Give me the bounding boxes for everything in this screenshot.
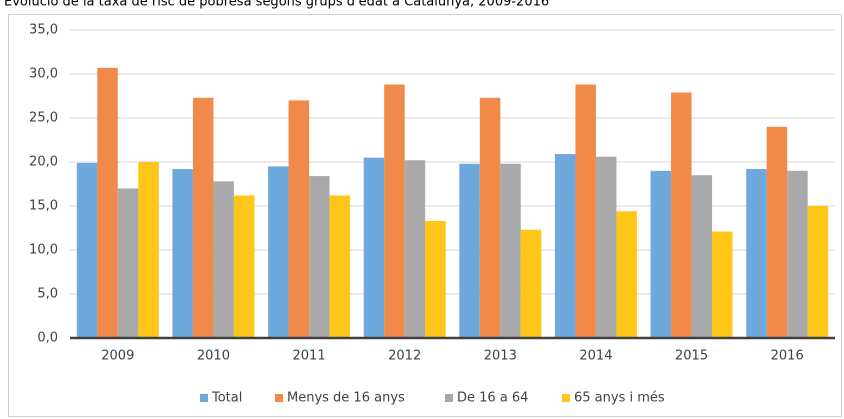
bar [97, 67, 118, 338]
legend-swatch [200, 394, 208, 402]
legend-label: 65 anys i més [574, 391, 665, 406]
bar [117, 188, 139, 338]
legend-label: Total [211, 391, 242, 406]
chart-title: Evolució de la taxa de risc de pobresa s… [4, 0, 549, 10]
x-tick-label: 2015 [675, 349, 708, 364]
bar [500, 163, 521, 338]
legend-label: Menys de 16 anys [287, 391, 405, 406]
bar [363, 157, 385, 338]
y-tick-label: 5,0 [37, 287, 58, 302]
bar [459, 163, 480, 338]
bar [233, 195, 255, 338]
bar [671, 92, 692, 338]
bar [712, 231, 733, 338]
bar [595, 156, 617, 338]
y-tick-label: 20,0 [29, 155, 58, 170]
bar [425, 220, 446, 338]
y-tick-label: 10,0 [29, 243, 58, 258]
x-tick-label: 2009 [101, 349, 134, 364]
bar [192, 97, 214, 338]
bar [520, 229, 542, 338]
legend-swatch [445, 394, 453, 402]
legend-swatch [562, 394, 570, 402]
x-tick-label: 2013 [484, 349, 517, 364]
y-tick-label: 0,0 [37, 331, 58, 346]
bar [616, 211, 637, 338]
bar [404, 160, 426, 338]
bar [650, 170, 672, 338]
bar [384, 84, 405, 338]
legend-swatch [275, 394, 283, 402]
bar [213, 181, 234, 338]
bar [554, 154, 576, 338]
x-tick-label: 2014 [579, 349, 612, 364]
bar [479, 97, 501, 338]
y-tick-label: 30,0 [29, 67, 58, 82]
bar [329, 195, 351, 338]
bar [691, 175, 713, 338]
x-tick-label: 2012 [388, 349, 421, 364]
y-tick-label: 35,0 [29, 23, 58, 38]
bar [76, 162, 98, 338]
bar [807, 206, 829, 338]
bar [268, 166, 289, 338]
bar [766, 126, 788, 338]
bar [288, 100, 310, 339]
bar [575, 84, 596, 338]
bar [138, 162, 159, 338]
legend-label: De 16 a 64 [457, 391, 528, 406]
x-tick-label: 2010 [197, 349, 230, 364]
y-tick-label: 25,0 [29, 111, 58, 126]
x-tick-label: 2011 [293, 349, 326, 364]
bar [787, 170, 808, 338]
y-tick-label: 15,0 [29, 199, 58, 214]
bar [746, 169, 767, 338]
bar [172, 169, 193, 338]
x-tick-label: 2016 [771, 349, 804, 364]
bar [309, 176, 330, 338]
